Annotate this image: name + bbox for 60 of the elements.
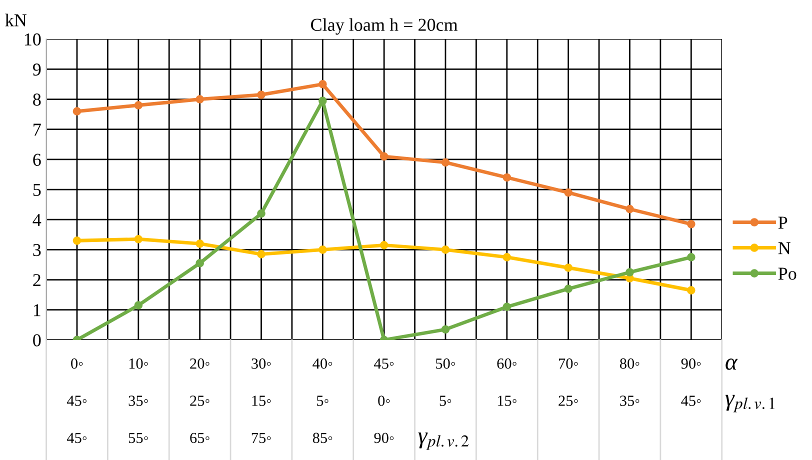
category-label: 10◦ 35◦ 55◦ [128,358,148,444]
point [257,90,266,99]
point [257,250,266,258]
point [380,241,388,250]
point [380,152,388,161]
y-tick-label: 8 [33,94,41,106]
y-tick-label: 5 [33,184,41,196]
text: α [726,358,738,370]
category-label: 70◦ 25◦ [558,358,578,406]
y-axis-title: kN [5,14,26,26]
point [441,158,450,167]
y-tick-label: 7 [34,124,41,136]
point [626,268,634,276]
category-label: 30◦ 15◦ 75◦ [252,358,271,444]
category-label: 20◦ 25◦ 65◦ [190,358,210,444]
y-tick-label: 0 [33,334,41,346]
legend-label: N [778,242,790,254]
point [626,204,634,214]
legend-label: P [778,216,788,229]
category-label: 0◦ 45◦ 45◦ [66,358,86,444]
point [318,80,327,88]
point [196,259,204,268]
point [502,253,512,262]
point [502,302,512,312]
category-label: 80◦ 35◦ [620,358,640,406]
y-tick-label: 6 [33,154,41,166]
point [686,286,696,294]
y-tick-label: 2 [33,274,40,286]
category-label: 60◦ 15◦ [497,358,516,406]
point [564,188,572,197]
y-tick-label: 4 [32,214,42,226]
point [686,220,696,228]
point [196,95,204,104]
category-label: 45◦ 0◦ 90◦ [374,358,394,444]
point [686,253,696,262]
point [502,173,512,182]
chart-title: Clay loam h = 20cm [311,18,458,35]
point [72,107,82,116]
y-tick-label: 10 [24,33,41,46]
point [196,240,204,248]
point [318,96,327,105]
category-label: 90◦ 45◦ [681,358,701,406]
text: γ$_{pl.v.1}$ [725,394,774,412]
y-tick-label: 9 [32,63,41,76]
y-tick-label: 3 [33,244,41,256]
point [441,325,450,334]
y-tick-label: 1 [34,304,40,316]
category-label: 50◦ 5◦ [436,358,455,406]
point [441,246,450,254]
point [134,234,143,244]
legend-label: Po [778,268,796,280]
point [564,284,572,293]
point [257,209,266,218]
point [318,246,327,254]
point [72,236,82,245]
category-label: 40◦ 5◦ 85◦ [312,358,332,444]
point [134,101,143,110]
text: γ$_{pl.v.2}$ [418,432,469,450]
point [134,301,143,310]
point [564,264,572,272]
